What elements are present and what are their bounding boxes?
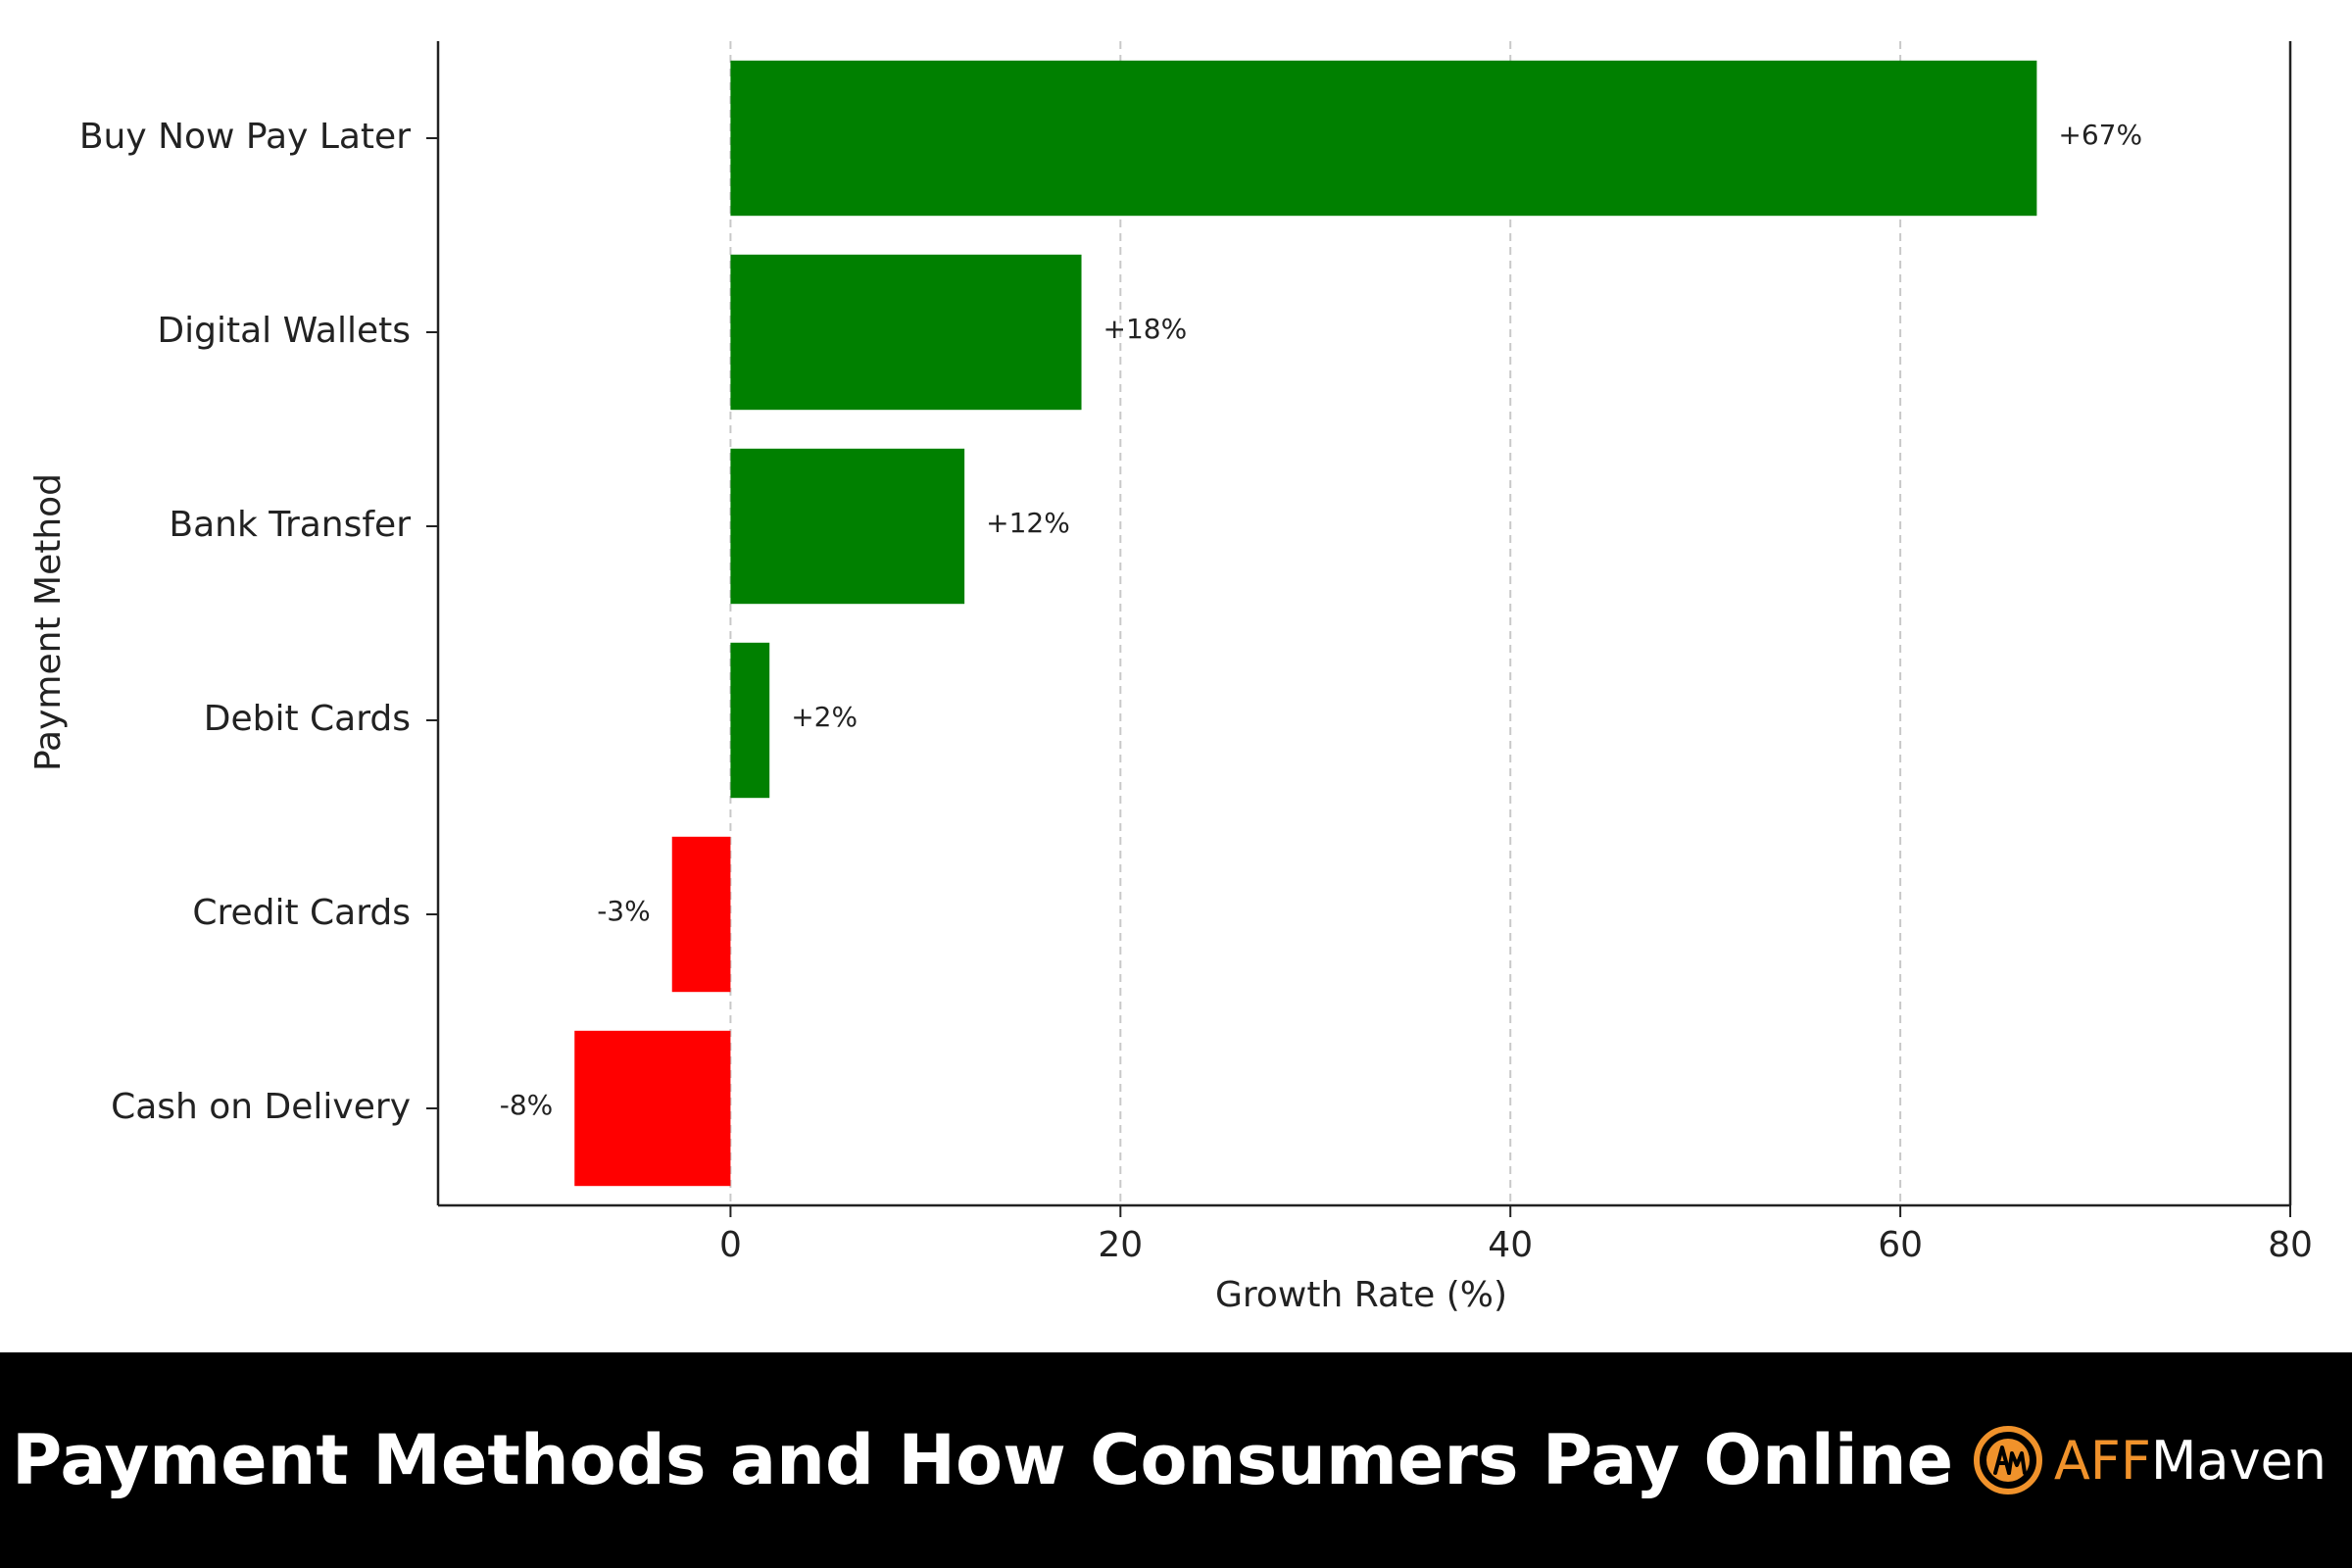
y-tick-label-2: Bank Transfer	[169, 505, 411, 545]
bar-4	[671, 836, 731, 993]
y-tick-label-0: Buy Now Pay Later	[79, 117, 411, 157]
bar-5	[574, 1030, 731, 1187]
brand-name: AFFMaven	[2054, 1430, 2327, 1492]
data-label-2: +12%	[986, 507, 1070, 539]
x-axis-title: Growth Rate (%)	[1215, 1275, 1507, 1315]
bar-2	[730, 448, 965, 605]
y-tick-label-4: Credit Cards	[192, 893, 411, 933]
data-label-5: -8%	[500, 1089, 554, 1121]
bars	[574, 60, 2037, 1187]
brand-logo[interactable]: AFFMaven	[1972, 1352, 2327, 1568]
footer-banner: Payment Methods and How Consumers Pay On…	[0, 1352, 2352, 1568]
x-tick-label-3: 60	[1878, 1225, 1923, 1265]
growth-rate-bar-chart: +67% Buy Now Pay Later +18% Digital Wallets…	[28, 41, 2313, 1315]
x-tick-label-1: 20	[1098, 1225, 1143, 1265]
axes	[426, 41, 2292, 1217]
affmaven-logo-icon	[1973, 1426, 2042, 1494]
data-label-3: +2%	[791, 701, 858, 733]
y-tick-label-3: Debit Cards	[204, 699, 411, 739]
data-label-0: +67%	[2058, 119, 2142, 151]
x-tick-label-0: 0	[719, 1225, 742, 1265]
brand-name-rest: Maven	[2150, 1429, 2327, 1492]
page-title: Payment Methods and How Consumers Pay On…	[12, 1420, 1954, 1500]
bar-1	[730, 254, 1082, 411]
x-tick-label-4: 80	[2268, 1225, 2313, 1265]
labels: +67% Buy Now Pay Later +18% Digital Wallets…	[79, 117, 2313, 1265]
chart-area: +67% Buy Now Pay Later +18% Digital Wallets…	[28, 41, 2313, 1315]
data-label-4: -3%	[597, 895, 651, 927]
y-axis-title: Payment Method	[28, 473, 69, 771]
bar-3	[730, 642, 770, 799]
y-tick-label-1: Digital Wallets	[157, 311, 411, 351]
bar-0	[730, 60, 2037, 217]
y-tick-label-5: Cash on Delivery	[111, 1087, 411, 1127]
data-label-1: +18%	[1103, 313, 1188, 345]
brand-name-accent: AFF	[2053, 1429, 2151, 1492]
x-tick-label-2: 40	[1488, 1225, 1533, 1265]
